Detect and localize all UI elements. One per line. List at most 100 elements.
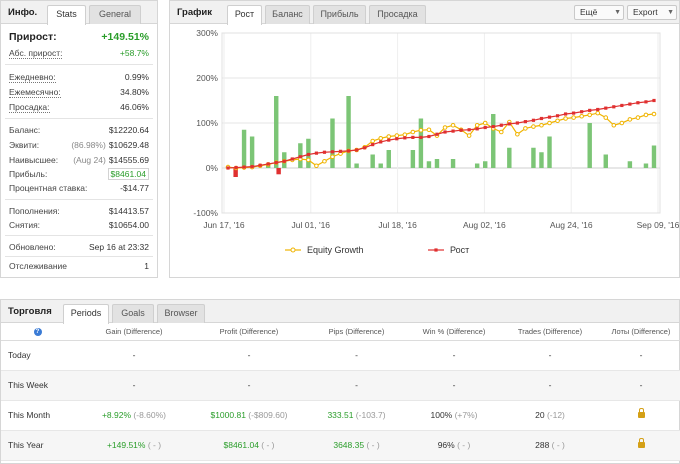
cell-value: - (247, 350, 251, 360)
growth-point (306, 152, 310, 157)
table-row: Today - - - - - - (1, 340, 680, 371)
monthly-value: 34.80% (120, 87, 149, 97)
export-button[interactable]: Export ▼ (627, 5, 677, 20)
bar (378, 163, 383, 168)
help-icon[interactable]: ? (33, 328, 42, 337)
cell-value: - (132, 380, 136, 390)
table-cell: 20 (-12) (499, 400, 601, 431)
x-tick-label: Jul 01, '16 (292, 220, 331, 230)
table-cell: $8461.04 ( - ) (194, 430, 304, 461)
cell-difference: (+7%) (452, 410, 478, 420)
tracking-row: Отслеживание 1 (9, 261, 149, 271)
tab-drawdown[interactable]: Просадка (369, 5, 426, 24)
growth-point (572, 111, 576, 115)
tab-profit[interactable]: Прибыль (313, 5, 366, 24)
table-cell: 3648.35 ( - ) (304, 430, 409, 461)
column-header: Pips (Difference) (304, 323, 409, 341)
equity-point (474, 122, 480, 128)
cell-difference: ( - ) (145, 440, 162, 450)
equity-point (619, 120, 625, 126)
tab-stats[interactable]: Stats (47, 5, 86, 25)
bar (482, 161, 488, 168)
growth-point (330, 150, 335, 154)
trading-tabbar: Торговля Periods Goals Browser (1, 300, 679, 324)
equity-point (442, 125, 448, 130)
equity-point (515, 131, 520, 137)
table-cell: - (499, 340, 601, 371)
growth-point (644, 100, 648, 104)
drawdown-label[interactable]: Просадка: (9, 102, 50, 113)
highest-label: Наивысшее: (9, 155, 59, 165)
daily-label[interactable]: Ежедневно: (9, 72, 56, 83)
y-tick-label: 100% (196, 118, 218, 128)
growth-point (363, 146, 367, 150)
balance-label: Баланс: (9, 125, 41, 135)
table-row: This Week - - - - - - (1, 370, 680, 401)
table-cell: +8.92% (-8.60%) (74, 400, 194, 431)
lock-icon[interactable] (637, 408, 645, 418)
chevron-down-icon: ▼ (667, 9, 674, 16)
table-cell: - (304, 340, 409, 371)
equity-point (635, 115, 641, 120)
updated-value: Sep 16 at 23:32 (88, 242, 149, 252)
period-label: This Week (1, 370, 74, 401)
drawdown-value: 46.06% (120, 102, 149, 112)
growth-point (387, 138, 391, 142)
tab-periods[interactable]: Periods (63, 304, 109, 324)
bar (426, 161, 432, 168)
growth-point (298, 155, 302, 159)
lock-icon[interactable] (637, 438, 645, 448)
tab-goals[interactable]: Goals (112, 304, 154, 323)
growth-point (451, 129, 455, 133)
table-cell: - (499, 370, 601, 401)
cell-value: +8.92% (101, 410, 132, 420)
withdrawals-value: $10654.00 (108, 220, 149, 230)
equity-point (482, 120, 488, 126)
growth-point (459, 128, 463, 132)
equity-point (571, 115, 576, 120)
equity-point (531, 124, 536, 129)
tab-general[interactable]: General (89, 5, 141, 24)
growth-point (282, 159, 286, 163)
periods-table: ? Gain (Difference) Profit (Difference) … (1, 323, 680, 461)
tab-balance[interactable]: Баланс (265, 5, 310, 24)
table-cell: - (304, 370, 409, 401)
table-cell: - (74, 370, 194, 401)
tab-browser[interactable]: Browser (157, 304, 205, 323)
table-cell: 96% ( - ) (409, 430, 499, 461)
cell-value: 3648.35 (333, 440, 365, 450)
bar (450, 159, 456, 168)
monthly-label[interactable]: Ежемесячно: (9, 87, 61, 98)
tab-growth[interactable]: Рост (227, 5, 262, 25)
equity-point (314, 163, 319, 169)
cell-value: - (132, 350, 136, 360)
growth-point (258, 163, 262, 167)
more-button[interactable]: Ещё ▼ (574, 5, 624, 20)
y-tick-label: 0% (206, 163, 219, 173)
divider (5, 235, 153, 236)
cell-difference: (-12) (544, 410, 565, 420)
table-cell: - (74, 340, 194, 371)
legend-growth-label: Рост (450, 245, 469, 255)
bar (531, 147, 536, 168)
help-header[interactable]: ? (1, 323, 74, 341)
balance-value: $12220.64 (108, 125, 149, 135)
equity-point (466, 133, 472, 138)
equity-point (595, 110, 601, 116)
bar (330, 118, 335, 168)
y-tick-label: 300% (196, 28, 218, 38)
withdrawals-row: Снятия: $10654.00 (9, 220, 149, 230)
trading-panel: Торговля Periods Goals Browser ? Gain (D… (0, 299, 680, 464)
table-row: This Year +149.51% ( - ) $8461.04 ( - ) 364… (1, 430, 680, 461)
growth-point (563, 112, 568, 116)
bar (370, 154, 375, 168)
legend-equity-label: Equity Growth (307, 245, 364, 255)
interest-row: Процентная ставка: -$14.77 (9, 183, 149, 193)
equity-point (402, 132, 408, 137)
abs-gain-value: +58.7% (119, 48, 149, 58)
abs-gain-label[interactable]: Абс. прирост: (9, 48, 63, 59)
table-cell: 333.51 (-103.7) (304, 400, 409, 431)
cell-difference: (-8.60%) (131, 410, 167, 420)
cell-value: +149.51% (106, 440, 146, 450)
gain-value: +149.51% (101, 31, 149, 43)
